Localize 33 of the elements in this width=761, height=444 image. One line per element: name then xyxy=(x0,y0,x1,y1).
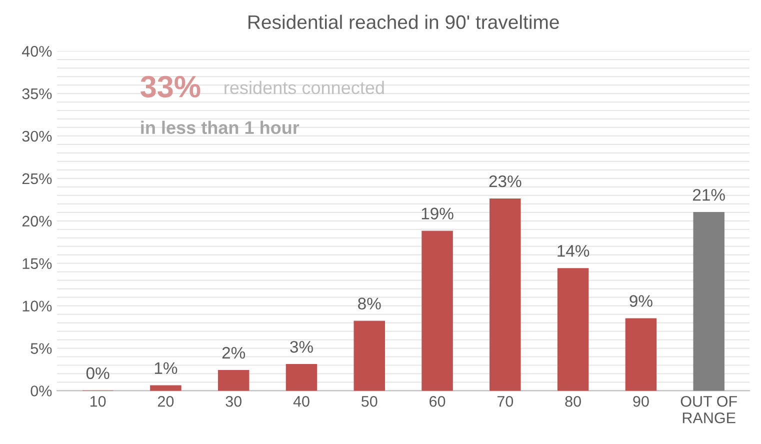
data-label: 8% xyxy=(358,298,381,310)
annotation: in less than 1 hour xyxy=(141,120,300,134)
data-label: 1% xyxy=(154,362,178,374)
x-tick-label: 20 xyxy=(158,396,174,407)
x-tick-label: 30 xyxy=(226,396,242,407)
x-tick-label: OUT OF RANGE xyxy=(680,396,737,424)
annotation: 33% xyxy=(140,76,200,98)
y-tick-label: 30% xyxy=(22,130,52,142)
data-label: 3% xyxy=(290,340,313,353)
data-label: 9% xyxy=(630,295,652,307)
data-label: 21% xyxy=(693,188,725,201)
x-tick-label: 40 xyxy=(293,396,310,407)
data-label: 2% xyxy=(222,346,246,359)
annotation: residents connected xyxy=(224,80,384,94)
y-tick-label: 0% xyxy=(30,386,52,396)
y-tick-label: 20% xyxy=(22,216,52,227)
data-label: 0% xyxy=(86,367,110,380)
y-tick-label: 40% xyxy=(22,46,52,57)
y-tick-label: 5% xyxy=(30,343,52,354)
y-tick-label: 25% xyxy=(22,173,52,184)
data-label: 23% xyxy=(489,175,522,188)
x-tick-label: 50 xyxy=(362,396,378,407)
y-tick-label: 35% xyxy=(22,88,52,100)
x-tick-label: 70 xyxy=(497,396,514,407)
y-tick-label: 10% xyxy=(22,300,52,312)
x-tick-label: 10 xyxy=(90,396,106,407)
chart-title: Residential reached in 90' traveltime xyxy=(248,14,559,30)
y-tick-label: 15% xyxy=(22,258,52,270)
data-label: 19% xyxy=(422,208,454,220)
data-label: 14% xyxy=(558,245,590,257)
x-tick-label: 80 xyxy=(565,396,581,407)
x-tick-label: 60 xyxy=(430,396,446,407)
x-tick-label: 90 xyxy=(633,396,649,407)
